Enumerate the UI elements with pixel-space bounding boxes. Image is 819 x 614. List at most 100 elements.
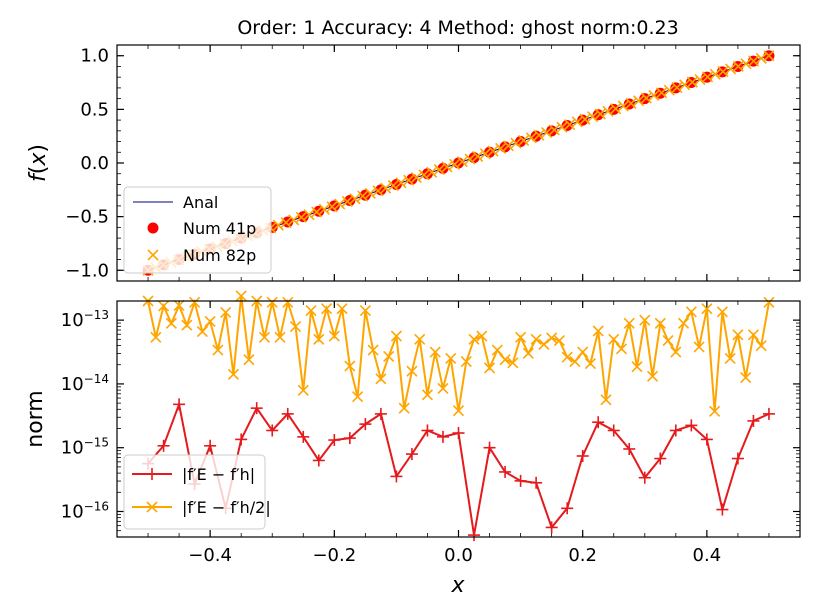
y-tick-label-top: 1.0 [80, 46, 109, 67]
x-tick-label: −0.4 [188, 545, 232, 566]
series-h-point [638, 471, 651, 484]
num-82p-point [272, 219, 284, 231]
num-82p-point [541, 126, 553, 139]
series-h2-point [507, 357, 519, 369]
series-h-point [328, 434, 341, 447]
series-h2-point [491, 344, 503, 356]
series-h2-point [421, 389, 434, 401]
num-82p-point [502, 140, 514, 152]
series-h2-point [701, 303, 713, 315]
series-h2-point [158, 300, 170, 312]
num-82p-point [349, 193, 361, 205]
series-h-point [762, 407, 775, 420]
y-tick-label-top: −1.0 [65, 260, 109, 281]
series-h-point [452, 427, 465, 440]
num-82p-point [364, 187, 376, 200]
num-82p-point [311, 206, 323, 218]
series-h2-point [181, 319, 193, 331]
series-h2-point [406, 365, 418, 377]
series-h-point [499, 465, 512, 478]
series-h2-point [530, 333, 542, 345]
series-h-point [343, 432, 356, 445]
series-h-point [374, 407, 387, 420]
x-tick-label: 0.0 [444, 545, 473, 566]
series-h-point [204, 439, 217, 452]
num-82p-point [341, 195, 353, 207]
series-h2-point [344, 360, 356, 372]
series-h2-point [204, 315, 216, 327]
num-82p-point [295, 211, 307, 223]
num-41p-point [344, 195, 356, 207]
num-82p-point [380, 182, 392, 194]
num-82p-point [587, 111, 599, 123]
series-h-point [359, 418, 372, 431]
num-41p-point [577, 114, 589, 126]
series-h2-point [709, 405, 721, 417]
series-h-point [545, 521, 558, 534]
num-82p-point [518, 134, 530, 147]
num-82p-point [633, 95, 645, 107]
series-h2-point [646, 370, 659, 382]
y-tick-label-bottom: 10−13 [61, 308, 109, 331]
series-h-point [173, 398, 186, 411]
legend-bottom: |f′E − f′h| |f′E − f′h/2| [123, 454, 271, 530]
series-h-point [312, 454, 325, 467]
num-82p-point [433, 164, 445, 176]
num-82p-point [564, 119, 576, 131]
num-82p-point [640, 92, 652, 104]
num-82p-point [717, 66, 729, 78]
series-h2-point [390, 330, 402, 342]
series-h2-point [220, 306, 232, 319]
bottom-plot-frame [116, 300, 801, 538]
series-h2-point [600, 394, 612, 406]
num-82p-point [694, 73, 706, 86]
series-h2-point [235, 290, 247, 302]
series-h-point [700, 433, 713, 446]
bottom-chart: norm x −0.4 −0.2 0.0 0.2 0.4 10−13 10−14 10−15 1… [23, 290, 801, 598]
series-h2-point [150, 331, 162, 343]
y-tick-label-bottom: 10−14 [61, 372, 109, 395]
num-82p-point [648, 89, 660, 102]
series-h2-point [577, 346, 589, 358]
y-tick-label-bottom: 10−16 [61, 499, 109, 522]
series-h-point [297, 430, 310, 443]
series-h2-point [584, 357, 597, 370]
legend-label-num41p: Num 41p [183, 219, 256, 238]
num-82p-point [709, 68, 721, 80]
series-h2-point [538, 338, 550, 350]
series-h2-point [662, 334, 674, 347]
series-h2-point [289, 320, 302, 333]
series-h2-point [740, 371, 752, 384]
series-h2-point [670, 346, 682, 358]
series-h2-point [732, 329, 744, 341]
series-h2-point [468, 333, 480, 345]
top-plot-frame [116, 44, 801, 282]
series-h2-point [569, 356, 581, 368]
series-h2-point [716, 306, 728, 318]
series-h2-point [243, 354, 255, 366]
num-82p-point [326, 201, 338, 213]
series-h-point [731, 452, 744, 465]
legend-swatch-num41p [147, 222, 159, 234]
legend-label-h: |f′E − f′h| [182, 465, 255, 484]
series-h2-point [414, 333, 426, 345]
num-82p-point [748, 55, 760, 67]
series-h-point [530, 476, 543, 489]
num-82p-point [610, 103, 622, 115]
series-h2-point [724, 352, 736, 364]
series-h-point [654, 452, 667, 465]
top-chart: Order: 1 Accuracy: 4 Method: ghost norm:… [26, 17, 801, 282]
series-h-point [266, 424, 279, 437]
series-h-point [592, 416, 605, 429]
num-82p-point [472, 150, 484, 162]
series-h2-point [375, 373, 387, 385]
series-h2-point [499, 354, 511, 366]
series-h2-point [305, 305, 317, 317]
series-h-point [405, 448, 418, 461]
num-82p-point [510, 137, 522, 149]
series-h-point [607, 424, 620, 437]
series-h2-point [678, 317, 690, 329]
y-tick-label-bottom: 10−15 [61, 436, 109, 459]
series-h-point [623, 442, 636, 455]
series-h2-point [546, 332, 558, 344]
